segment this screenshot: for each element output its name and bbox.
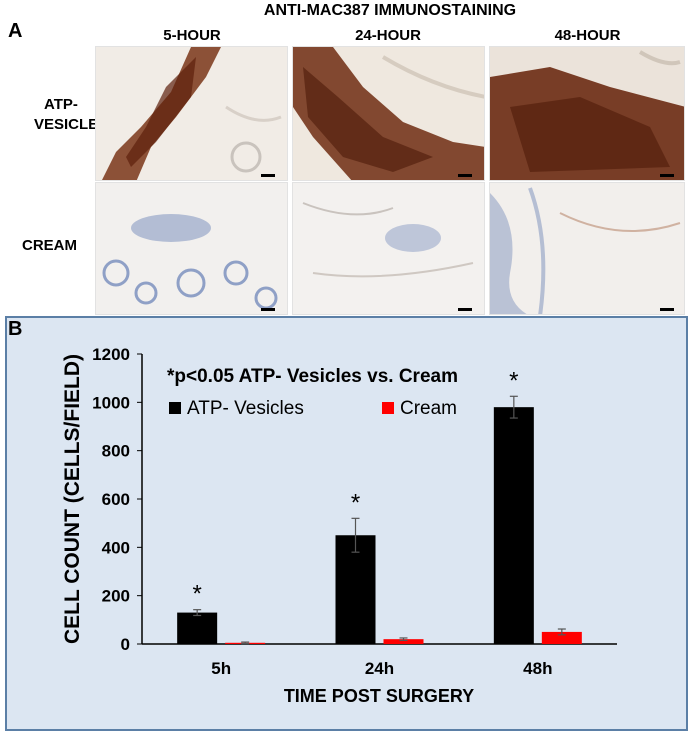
y-tick-label: 800 (102, 442, 130, 461)
row-label-atp-line2: VESICLES (34, 116, 109, 133)
x-tick-label: 5h (211, 659, 231, 678)
legend-label-cream: Cream (400, 398, 457, 419)
significance-star: * (351, 489, 360, 516)
legend-swatch-cream (382, 402, 394, 414)
micrograph-atp-48h-image (490, 47, 684, 180)
micrograph-cream-5h-image (96, 183, 287, 314)
x-tick-label: 24h (365, 659, 394, 678)
y-tick-label: 0 (121, 635, 130, 654)
column-label-5-hour: 5-HOUR (163, 27, 221, 44)
row-label-atp-vesicles: ATP- VESICLES (34, 95, 108, 135)
micrograph-cream-48h (489, 182, 685, 315)
figure-title: ANTI-MAC387 IMMUNOSTAINING (263, 2, 517, 19)
bar-cream-24h (383, 639, 424, 644)
row-label-atp-line1: ATP- (44, 96, 78, 113)
y-tick-label: 400 (102, 538, 130, 557)
significance-annotation: *p<0.05 ATP- Vesicles vs. Cream (167, 366, 458, 387)
significance-star: * (509, 367, 518, 394)
micrograph-cream-48h-image (490, 183, 684, 314)
bar-chart: 0 200 400 600 800 1000 1200 * 5h * 24h * 48h *p<0.05 … (61, 345, 617, 706)
y-tick-label: 600 (102, 490, 130, 509)
micrograph-atp-5h-image (96, 47, 287, 180)
bar-atp-vesicles-48h (493, 407, 534, 644)
row-label-cream: CREAM (22, 237, 77, 254)
micrograph-cream-5h (95, 182, 288, 315)
micrograph-atp-48h (489, 46, 685, 181)
column-label-48-hour: 48-HOUR (554, 27, 621, 44)
bar-atp-vesicles-5h (177, 612, 218, 644)
column-label-24-hour: 24-HOUR (355, 27, 421, 44)
panel-b-letter: B (8, 318, 23, 340)
significance-star: * (192, 581, 201, 608)
y-tick-label: 1200 (92, 345, 130, 364)
y-tick-label: 1000 (92, 393, 130, 412)
x-axis-title: TIME POST SURGERY (284, 686, 474, 706)
y-tick-label: 200 (102, 587, 130, 606)
micrograph-atp-5h (95, 46, 288, 181)
legend-swatch-atp (169, 402, 181, 414)
panel-a-letter: A (8, 20, 23, 42)
bar-atp-vesicles-24h (335, 535, 376, 644)
micrograph-atp-24h (292, 46, 485, 181)
x-tick-label: 48h (523, 659, 552, 678)
legend-label-atp: ATP- Vesicles (187, 398, 304, 419)
micrograph-cream-24h (292, 182, 485, 315)
micrograph-cream-24h-image (293, 183, 484, 314)
panel-b-chart-area: 0 200 400 600 800 1000 1200 * 5h * 24h * 48h *p<0.05 … (5, 316, 688, 731)
bar-cream-48h (541, 631, 582, 644)
micrograph-atp-24h-image (293, 47, 484, 180)
y-axis-title: CELL COUNT (CELLS/FIELD) (61, 354, 84, 644)
